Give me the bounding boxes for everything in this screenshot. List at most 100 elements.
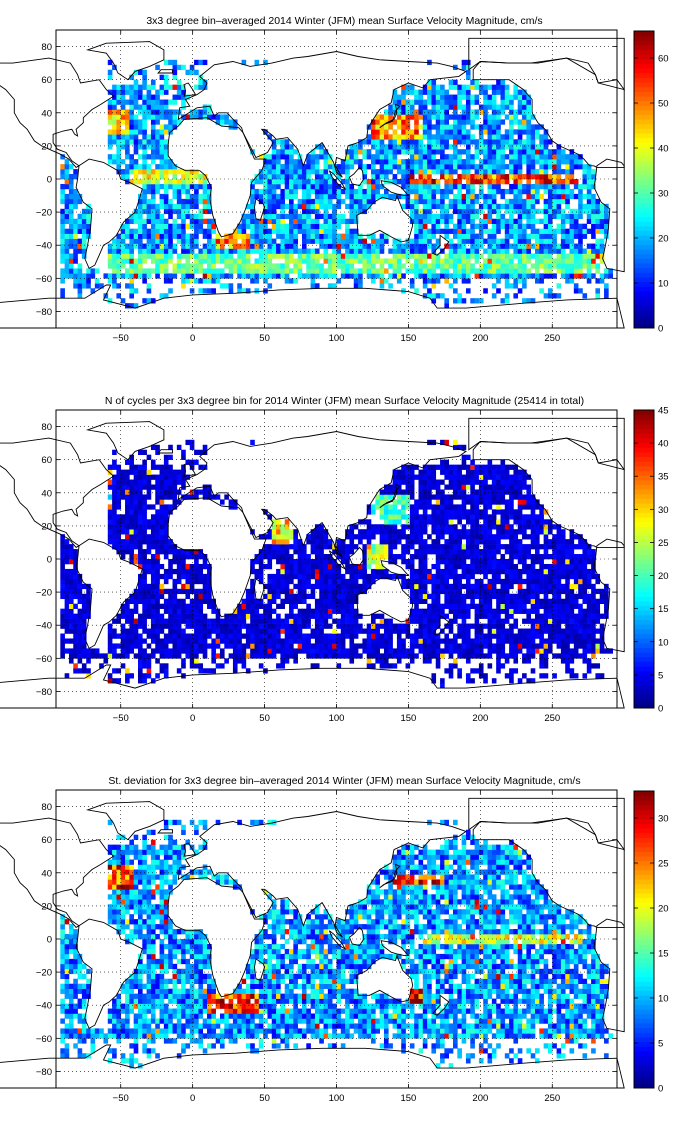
data-bin xyxy=(591,174,596,180)
data-bin xyxy=(418,598,424,604)
data-bin xyxy=(198,228,204,234)
data-bin xyxy=(448,198,454,205)
data-bin xyxy=(530,598,536,604)
data-bin xyxy=(293,169,298,175)
data-bin xyxy=(401,134,406,140)
data-bin xyxy=(440,144,445,150)
data-bin xyxy=(478,663,484,669)
data-bin xyxy=(258,263,264,269)
data-bin xyxy=(293,263,298,269)
data-bin xyxy=(539,623,544,629)
data-bin xyxy=(453,613,458,619)
data-bin xyxy=(129,608,134,614)
data-bin xyxy=(496,114,501,120)
data-bin xyxy=(578,588,583,595)
data-bin xyxy=(133,179,139,185)
data-bin xyxy=(349,183,355,190)
data-bin xyxy=(435,223,441,229)
data-bin xyxy=(543,238,549,244)
data-bin xyxy=(552,588,557,595)
data-bin xyxy=(323,598,329,604)
data-bin xyxy=(496,258,501,264)
data-bin xyxy=(392,238,398,244)
data-bins xyxy=(60,59,613,309)
data-bin xyxy=(496,278,501,284)
data-bin xyxy=(414,94,419,100)
data-bin xyxy=(504,179,510,185)
data-bin xyxy=(453,154,458,160)
data-bin xyxy=(155,154,160,160)
data-bin xyxy=(297,263,303,269)
data-bin xyxy=(224,273,229,279)
data-bin xyxy=(474,243,480,249)
data-bin xyxy=(349,198,355,205)
data-bin xyxy=(306,193,311,200)
data-bin xyxy=(539,258,544,264)
data-bin xyxy=(409,179,415,185)
data-bin xyxy=(271,623,277,629)
data-bin xyxy=(254,233,260,239)
coastline xyxy=(0,284,625,329)
data-bin xyxy=(414,139,419,145)
data-bin xyxy=(133,218,139,224)
data-bin xyxy=(125,668,130,674)
data-bin xyxy=(349,608,355,614)
data-bin xyxy=(401,104,406,110)
data-bin xyxy=(465,603,471,609)
data-bin xyxy=(133,89,139,95)
data-bin xyxy=(94,278,100,284)
data-bin xyxy=(228,268,234,274)
data-bin xyxy=(125,164,130,170)
data-bin xyxy=(504,638,510,644)
data-bin xyxy=(237,243,242,249)
data-bin xyxy=(280,658,286,664)
data-bin xyxy=(68,243,74,249)
data-bin xyxy=(306,203,311,210)
data-bin xyxy=(314,193,320,200)
data-bin xyxy=(332,179,337,185)
data-bin xyxy=(289,188,294,195)
data-bin xyxy=(267,198,273,205)
data-bin xyxy=(163,653,169,659)
data-bin xyxy=(77,293,83,299)
data-bin xyxy=(539,149,544,155)
data-bin xyxy=(310,588,316,595)
data-bin xyxy=(483,89,488,95)
data-bin xyxy=(383,154,389,160)
data-bin xyxy=(293,268,298,274)
data-bin xyxy=(172,174,178,180)
data-bin xyxy=(241,233,247,239)
data-bin xyxy=(358,164,363,170)
data-bin xyxy=(539,193,544,200)
data-bin xyxy=(422,174,428,180)
data-bin xyxy=(86,283,91,289)
data-bin xyxy=(478,179,484,185)
data-bin xyxy=(150,268,156,274)
data-bin xyxy=(276,583,281,590)
data-bin xyxy=(465,59,471,66)
data-bin xyxy=(457,273,462,279)
data-bin xyxy=(224,233,229,239)
data-bin xyxy=(448,114,454,120)
data-bin xyxy=(120,253,126,259)
data-bin xyxy=(418,248,424,254)
data-bin xyxy=(487,104,493,110)
data-bin xyxy=(448,663,454,669)
data-bin xyxy=(573,638,579,644)
data-bin xyxy=(552,188,557,195)
data-bin xyxy=(478,84,484,90)
data-bin xyxy=(414,134,419,140)
data-bin xyxy=(258,248,264,254)
data-bin xyxy=(371,198,376,205)
data-bin xyxy=(500,188,506,195)
data-bin xyxy=(431,218,437,224)
data-bin xyxy=(224,658,229,664)
data-bin xyxy=(280,179,286,185)
data-bin xyxy=(560,598,566,604)
data-bin xyxy=(73,643,78,649)
data-bin xyxy=(383,238,389,244)
data-bin xyxy=(457,293,462,299)
panel-2: N of cycles per 3x3 degree bin for 2014 … xyxy=(0,395,669,724)
data-bin xyxy=(237,288,242,294)
data-bin xyxy=(293,623,298,629)
